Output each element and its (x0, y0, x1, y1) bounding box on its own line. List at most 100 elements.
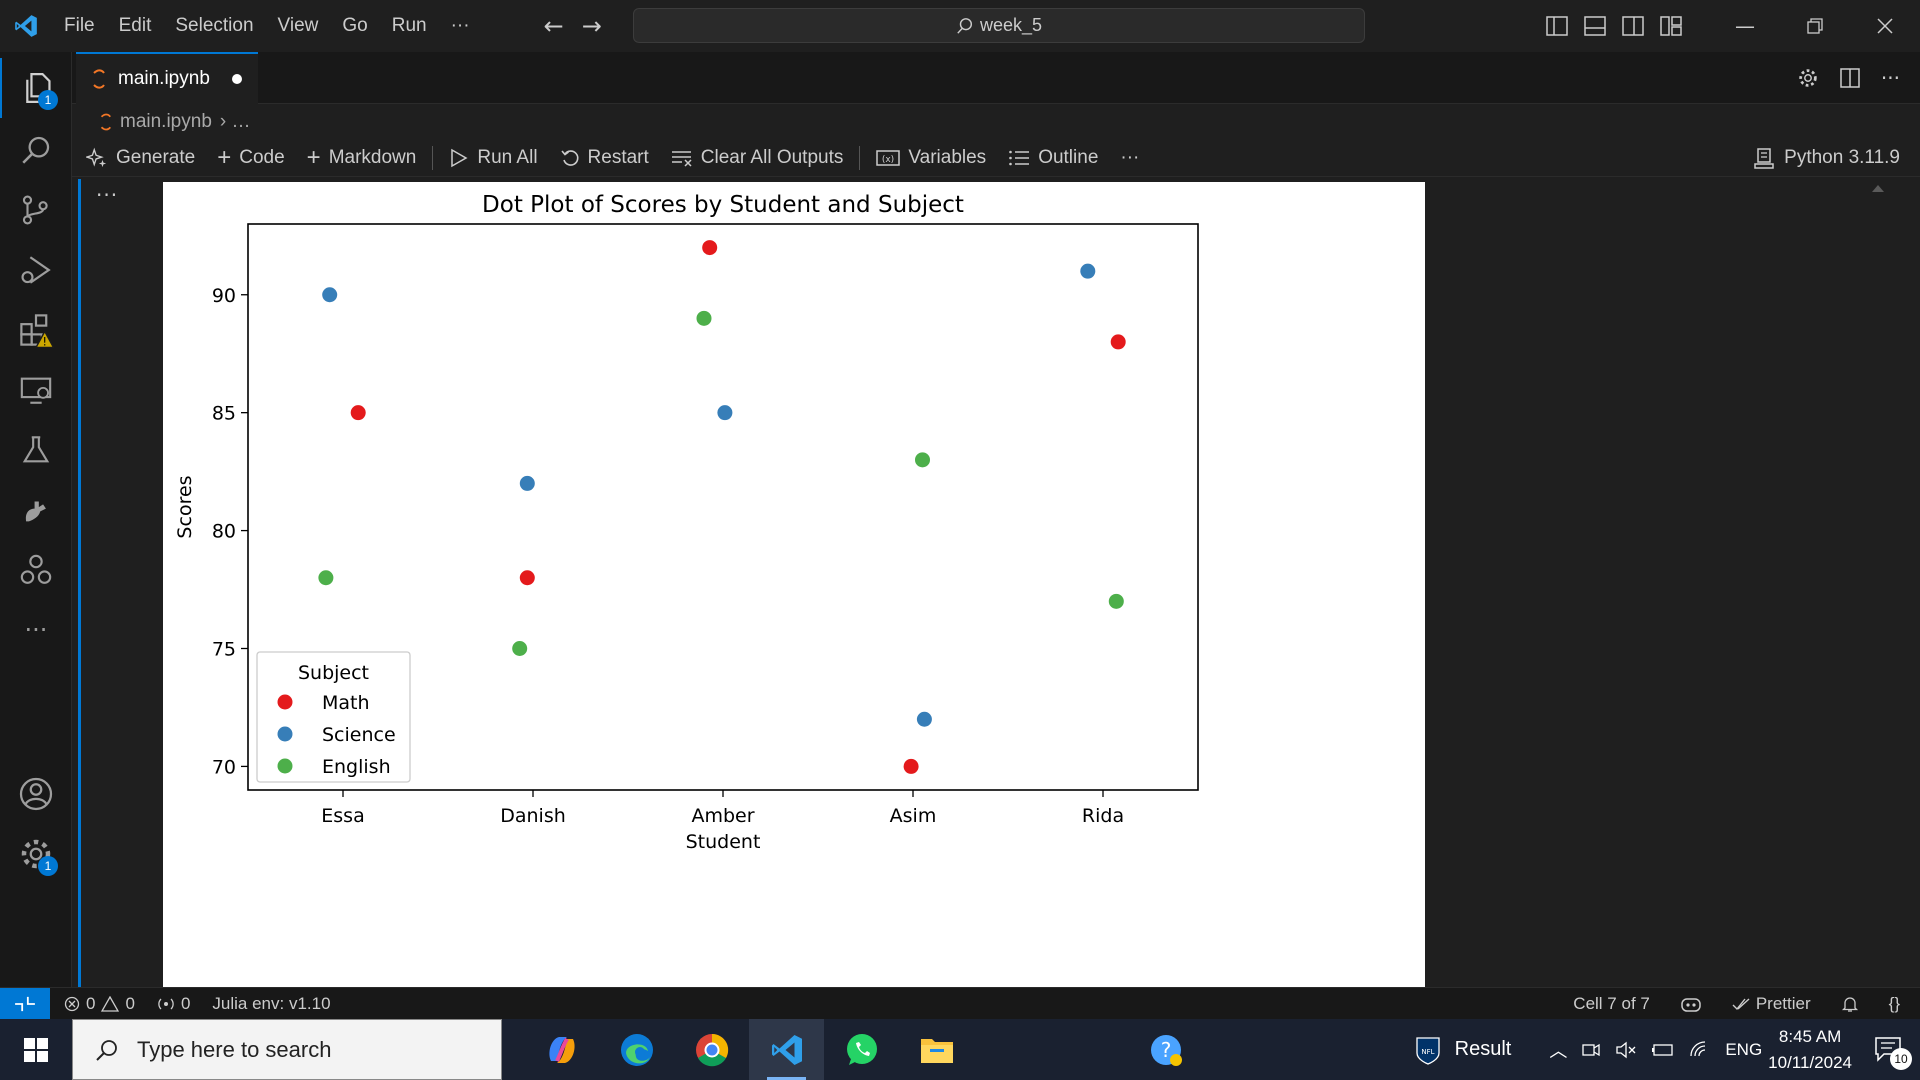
nfl-shield-icon: NFL (1415, 1036, 1440, 1065)
clock[interactable]: 8:45 AM 10/11/2024 (1768, 1024, 1852, 1076)
menu-view[interactable]: View (277, 15, 319, 36)
accounts-icon[interactable] (0, 764, 72, 824)
notebook-toolbar: Generate + Code + Markdown Run All Resta… (72, 140, 1920, 176)
run-all-button[interactable]: Run All (449, 147, 538, 169)
customize-layout-icon[interactable] (1652, 16, 1690, 36)
toggle-primary-sidebar-icon[interactable] (1538, 16, 1576, 36)
kernel-label: Python 3.11.9 (1784, 147, 1900, 168)
restore-icon[interactable] (1780, 18, 1850, 34)
explorer-icon[interactable]: 1 (0, 58, 72, 118)
errors-count: 0 (86, 993, 96, 1013)
outline-icon (1009, 150, 1030, 166)
status-right: Cell 7 of 7 Prettier {} (1573, 988, 1900, 1020)
wifi-icon[interactable] (1689, 1040, 1711, 1060)
testing-icon[interactable] (0, 420, 72, 480)
scroll-up-arrow-icon[interactable] (1872, 185, 1884, 192)
settings-gear-icon[interactable] (1797, 67, 1819, 89)
run-all-icon (451, 148, 468, 168)
settings-badge: 1 (38, 856, 58, 876)
menu-run[interactable]: Run (391, 15, 427, 36)
run-all-label: Run All (477, 147, 538, 168)
toggle-panel-icon[interactable] (1576, 16, 1614, 36)
clock-time: 8:45 AM (1778, 1026, 1842, 1046)
source-control-icon[interactable] (0, 180, 72, 240)
language-mode-braces[interactable]: {} (1888, 994, 1900, 1013)
forward-arrow-icon[interactable]: → (581, 12, 602, 40)
outline-button[interactable]: Outline (1008, 147, 1098, 169)
close-icon[interactable] (1850, 18, 1920, 34)
cell-output-more-button[interactable]: ··· (96, 183, 119, 207)
unsaved-dot-icon[interactable] (231, 74, 242, 84)
extensions-icon[interactable]: ! (0, 300, 72, 360)
get-help-app-icon[interactable]: ? (1128, 1019, 1203, 1080)
toolbar-separator (432, 146, 434, 170)
remote-explorer-icon[interactable] (0, 360, 72, 420)
variables-label: Variables (908, 147, 987, 168)
chrome-app-icon[interactable] (674, 1019, 749, 1080)
back-arrow-icon[interactable]: ← (543, 12, 564, 40)
docker-icon[interactable] (0, 480, 72, 540)
show-hidden-icons-chevron-icon[interactable]: ︿ (1549, 1040, 1568, 1061)
run-debug-icon[interactable] (0, 240, 72, 300)
edge-app-icon[interactable] (599, 1019, 674, 1080)
legend-label-english: English (322, 756, 391, 778)
x-tick-label: Danish (500, 805, 566, 827)
prettier-indicator[interactable]: Prettier (1732, 994, 1811, 1014)
toolbar-more-button[interactable]: ··· (1120, 147, 1139, 169)
battery-icon[interactable] (1651, 1042, 1675, 1058)
menu-selection[interactable]: Selection (175, 15, 254, 36)
copilot-app-icon[interactable] (524, 1019, 599, 1080)
broadcast-icon (158, 998, 174, 1009)
split-editor-icon[interactable] (1839, 67, 1861, 89)
problems-indicator[interactable]: 0 0 (64, 994, 135, 1014)
input-language[interactable]: ENG (1725, 1039, 1763, 1059)
toolbar-separator (859, 146, 861, 170)
meet-now-icon[interactable] (1581, 1040, 1601, 1060)
data-point-english (318, 570, 334, 586)
notifications-bell-icon[interactable] (1841, 995, 1859, 1013)
menu-edit[interactable]: Edit (118, 15, 152, 36)
breadcrumb-rest[interactable]: › … (219, 111, 251, 132)
toggle-secondary-sidebar-icon[interactable] (1614, 16, 1652, 36)
variables-button[interactable]: (x) Variables (876, 147, 986, 169)
dot-plot-chart: Dot Plot of Scores by Student and Subjec… (174, 192, 1199, 853)
jupyter-icon[interactable] (0, 540, 72, 600)
y-tick-label: 80 (212, 521, 236, 543)
whatsapp-app-icon[interactable] (824, 1019, 899, 1080)
notebook-file-icon (100, 113, 111, 131)
minimize-icon[interactable]: — (1735, 14, 1755, 38)
copilot-icon[interactable] (1680, 995, 1702, 1013)
cell-position[interactable]: Cell 7 of 7 (1573, 994, 1650, 1013)
news-widget[interactable]: NFL Result (1415, 1035, 1511, 1065)
add-markdown-button[interactable]: + Markdown (307, 144, 417, 172)
file-explorer-app-icon[interactable] (899, 1019, 974, 1080)
taskbar-search-box[interactable]: Type here to search (72, 1019, 502, 1080)
menu-go[interactable]: Go (342, 15, 368, 36)
volume-muted-icon[interactable] (1615, 1040, 1637, 1060)
restart-button[interactable]: Restart (560, 147, 649, 169)
breadcrumb-file[interactable]: main.ipynb (120, 111, 212, 132)
clear-outputs-button[interactable]: Clear All Outputs (671, 147, 843, 169)
taskbar-search-placeholder: Type here to search (137, 1036, 332, 1062)
julia-env[interactable]: Julia env: v1.10 (212, 993, 331, 1013)
search-icon[interactable] (0, 120, 72, 180)
data-point-english (915, 452, 930, 468)
manage-gear-icon[interactable]: 1 (0, 824, 72, 884)
search-label: week_5 (979, 15, 1043, 35)
more-actions-icon[interactable]: ··· (1880, 66, 1900, 90)
ports-indicator[interactable]: 0 (157, 994, 190, 1014)
generate-button[interactable]: Generate (86, 147, 195, 169)
title-bar: File Edit Selection View Go Run ··· ← → … (0, 0, 1920, 52)
add-code-button[interactable]: + Code (217, 144, 284, 172)
menu-more[interactable]: ··· (450, 15, 470, 36)
windows-start-icon[interactable] (0, 1019, 72, 1080)
command-center-search[interactable]: week_5 (633, 8, 1365, 43)
more-views-icon[interactable]: ··· (24, 616, 48, 644)
notification-center-icon[interactable]: 10 (1870, 1030, 1912, 1070)
tab-main-ipynb[interactable]: main.ipynb (76, 52, 258, 104)
code-label: Code (239, 147, 285, 168)
kernel-picker[interactable]: Python 3.11.9 (1754, 140, 1900, 176)
menu-file[interactable]: File (64, 15, 95, 36)
remote-indicator-icon[interactable] (0, 987, 50, 1020)
vscode-app-icon[interactable] (749, 1019, 824, 1080)
